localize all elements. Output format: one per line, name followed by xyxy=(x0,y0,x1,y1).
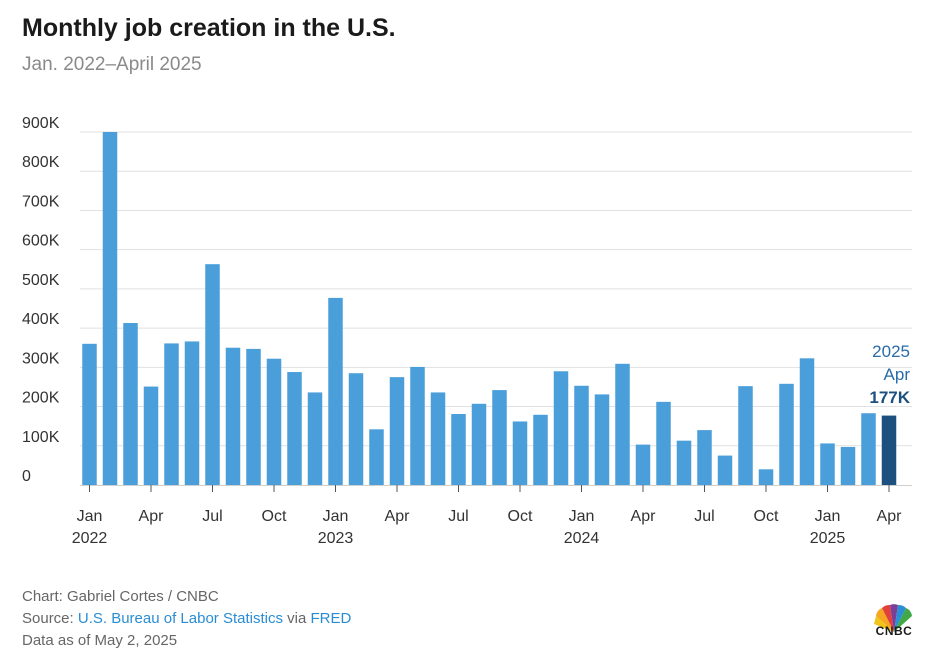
bar xyxy=(799,358,815,485)
y-tick-label: 400K xyxy=(22,311,60,328)
bar xyxy=(451,414,466,485)
bar xyxy=(266,358,282,485)
chart-credit: Chart: Gabriel Cortes / CNBC xyxy=(22,588,219,605)
bar xyxy=(717,455,733,485)
x-tick-label: Apr xyxy=(631,508,657,525)
cnbc-logo-text: CNBC xyxy=(875,624,913,638)
y-tick-label: 100K xyxy=(22,429,60,446)
bar xyxy=(656,401,671,485)
chart-footer: Chart: Gabriel Cortes / CNBC Source: U.S… xyxy=(22,586,351,652)
x-tick-label: Jan xyxy=(815,508,841,525)
cnbc-peacock-icon xyxy=(874,604,912,632)
y-tick-label: 500K xyxy=(22,272,60,289)
chart-title: Monthly job creation in the U.S. xyxy=(22,14,396,42)
bar xyxy=(820,443,835,485)
bar xyxy=(164,343,179,485)
x-tick-label: Apr xyxy=(385,508,411,525)
x-tick-label: Jul xyxy=(202,508,222,525)
y-tick-label: 0 xyxy=(22,468,31,485)
bar xyxy=(307,392,323,485)
bar xyxy=(758,469,774,485)
bar xyxy=(492,390,507,485)
bar xyxy=(533,414,548,485)
bar-chart: 0 100K 200K 300K 400K 500K 600K 700K 800K 900K Jan… xyxy=(22,115,912,547)
bar xyxy=(840,446,856,485)
bar xyxy=(123,323,138,485)
x-tick-label: Oct xyxy=(262,508,287,525)
bar xyxy=(328,297,343,485)
bar xyxy=(430,392,446,485)
x-tick-label: Jan xyxy=(77,508,103,525)
annotation-month: Apr xyxy=(884,365,911,384)
y-tick-label: 700K xyxy=(22,193,60,210)
x-tick-label: Oct xyxy=(754,508,779,525)
bar xyxy=(676,440,692,485)
y-tick-label: 200K xyxy=(22,390,60,407)
bar xyxy=(738,386,753,485)
y-tick-label: 800K xyxy=(22,154,60,171)
bar xyxy=(287,372,302,485)
y-tick-label: 300K xyxy=(22,350,60,367)
annotation-year: 2025 xyxy=(872,342,910,361)
bar xyxy=(471,403,487,485)
x-tick-label: Jan xyxy=(569,508,595,525)
bar xyxy=(246,348,261,485)
bar xyxy=(348,373,364,485)
x-year-label: 2024 xyxy=(564,530,600,547)
x-tick-label: Oct xyxy=(508,508,533,525)
annotation-value: 177K xyxy=(869,388,910,407)
data-date: Data as of May 2, 2025 xyxy=(22,632,178,649)
bar xyxy=(635,444,651,485)
x-year-label: 2022 xyxy=(72,530,108,547)
bar xyxy=(184,341,200,485)
bar xyxy=(697,430,712,485)
bar xyxy=(881,415,897,485)
source-mid: via xyxy=(282,610,311,627)
bar xyxy=(574,385,589,485)
x-year-label: 2025 xyxy=(810,530,846,547)
bar xyxy=(861,413,876,485)
x-tick-label: Jul xyxy=(448,508,468,525)
bar xyxy=(143,386,159,485)
y-tick-label: 600K xyxy=(22,233,60,250)
bar xyxy=(779,383,794,485)
chart-source: Source: U.S. Bureau of Labor Statistics … xyxy=(22,608,351,630)
bar xyxy=(102,132,118,485)
y-tick-label: 900K xyxy=(22,115,60,132)
bar xyxy=(369,429,384,485)
x-tick-label: Jul xyxy=(694,508,714,525)
bar xyxy=(410,366,425,485)
x-tick-label: Apr xyxy=(139,508,165,525)
x-year-label: 2023 xyxy=(318,530,354,547)
chart-subtitle: Jan. 2022–April 2025 xyxy=(22,54,202,75)
bar xyxy=(553,371,569,485)
bar xyxy=(615,363,630,485)
bar xyxy=(389,377,405,485)
x-tick-label: Apr xyxy=(877,508,903,525)
x-tick-label: Jan xyxy=(323,508,349,525)
source-link-fred[interactable]: FRED xyxy=(310,610,352,627)
source-prefix: Source: xyxy=(22,610,78,627)
bar xyxy=(205,264,220,485)
bar xyxy=(82,343,97,485)
source-link-bls[interactable]: U.S. Bureau of Labor Statistics xyxy=(77,610,283,627)
bar xyxy=(594,394,610,485)
bar xyxy=(512,421,528,485)
bar xyxy=(225,347,241,485)
